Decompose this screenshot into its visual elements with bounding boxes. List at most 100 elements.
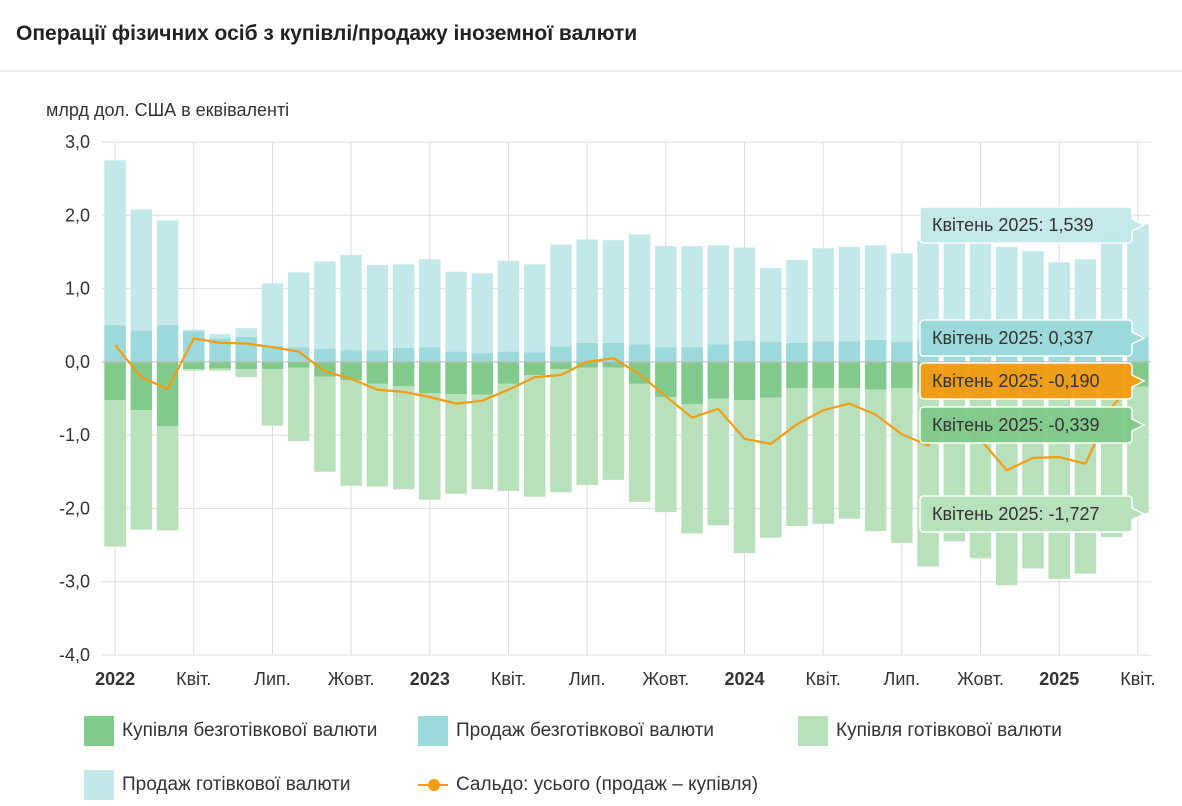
bar-buy_noncash[interactable] (550, 361, 572, 370)
bar-sell_noncash[interactable] (576, 342, 598, 362)
bar-sell_cash[interactable] (602, 240, 625, 343)
bar-buy_cash[interactable] (628, 383, 651, 502)
bar-sell_cash[interactable] (943, 238, 966, 343)
bar-sell_cash[interactable] (838, 246, 861, 342)
bar-buy_cash[interactable] (786, 388, 808, 527)
bar-sell_cash[interactable] (759, 268, 782, 343)
bar-buy_noncash[interactable] (497, 361, 520, 384)
bar-buy_noncash[interactable] (392, 361, 415, 387)
bar-buy_cash[interactable] (497, 383, 520, 491)
bar-sell_noncash[interactable] (445, 351, 467, 362)
bar-sell_noncash[interactable] (392, 347, 415, 362)
bar-sell_cash[interactable] (891, 253, 913, 343)
bar-sell_cash[interactable] (969, 243, 992, 342)
bar-buy_cash[interactable] (864, 389, 887, 532)
bar-sell_noncash[interactable] (681, 347, 703, 362)
bar-sell_noncash[interactable] (733, 340, 756, 362)
bar-sell_cash[interactable] (445, 271, 467, 352)
bar-buy_cash[interactable] (759, 397, 782, 538)
bar-sell_cash[interactable] (864, 245, 887, 340)
bar-buy_noncash[interactable] (419, 361, 441, 394)
bar-sell_noncash[interactable] (628, 344, 651, 362)
bar-buy_noncash[interactable] (602, 361, 625, 368)
bar-buy_noncash[interactable] (733, 361, 756, 400)
bar-buy_cash[interactable] (681, 404, 703, 534)
bar-sell_cash[interactable] (576, 239, 598, 343)
bar-buy_cash[interactable] (471, 394, 494, 490)
bar-buy_cash[interactable] (366, 383, 389, 487)
bar-buy_noncash[interactable] (786, 361, 808, 389)
bar-buy_noncash[interactable] (287, 361, 310, 368)
legend-item-balance[interactable]: Сальдо: усього (продаж – купівля) (418, 770, 758, 800)
bar-buy_noncash[interactable] (209, 361, 231, 369)
bar-buy_cash[interactable] (550, 369, 572, 493)
bar-sell_cash[interactable] (366, 265, 389, 351)
bar-sell_cash[interactable] (996, 246, 1018, 340)
bar-sell_cash[interactable] (471, 273, 494, 354)
legend-item-buy-noncash[interactable]: Купівля безготівкової валюти (84, 716, 377, 746)
bar-buy_noncash[interactable] (261, 361, 284, 370)
bar-sell_cash[interactable] (733, 247, 756, 341)
bar-sell_cash[interactable] (104, 160, 126, 326)
bar-buy_noncash[interactable] (340, 361, 362, 381)
bar-sell_cash[interactable] (917, 240, 939, 340)
legend-item-sell-noncash[interactable]: Продаж безготівкової валюти (418, 716, 714, 746)
bar-sell_noncash[interactable] (104, 325, 126, 362)
bar-sell_noncash[interactable] (891, 342, 913, 362)
bar-sell_cash[interactable] (340, 254, 362, 351)
bar-buy_noncash[interactable] (445, 361, 467, 395)
bar-sell_noncash[interactable] (261, 345, 284, 362)
bar-sell_cash[interactable] (1022, 251, 1044, 340)
bar-sell_cash[interactable] (314, 261, 336, 349)
bar-sell_cash[interactable] (497, 260, 520, 352)
bar-sell_noncash[interactable] (366, 350, 389, 362)
legend-item-buy-cash[interactable]: Купівля готівкової валюти (798, 716, 1062, 746)
bar-sell_cash[interactable] (392, 264, 415, 348)
bar-sell_cash[interactable] (287, 272, 310, 348)
bar-sell_noncash[interactable] (838, 341, 861, 362)
bar-buy_noncash[interactable] (655, 361, 677, 398)
bar-sell_noncash[interactable] (209, 338, 231, 362)
bar-buy_cash[interactable] (733, 399, 756, 554)
bar-sell_noncash[interactable] (156, 325, 179, 362)
bar-buy_cash[interactable] (209, 368, 231, 371)
bar-sell_cash[interactable] (183, 329, 205, 332)
bar-buy_cash[interactable] (419, 393, 441, 500)
bar-sell_cash[interactable] (235, 328, 257, 337)
bar-sell_noncash[interactable] (235, 336, 257, 362)
bar-buy_cash[interactable] (183, 369, 205, 371)
bar-buy_noncash[interactable] (759, 361, 782, 398)
bar-buy_cash[interactable] (602, 367, 625, 480)
bar-buy_cash[interactable] (104, 399, 126, 547)
bar-sell_cash[interactable] (156, 220, 179, 326)
bar-buy_noncash[interactable] (707, 361, 730, 399)
bar-sell_cash[interactable] (655, 246, 677, 348)
bar-sell_cash[interactable] (681, 246, 703, 348)
bar-sell_noncash[interactable] (602, 342, 625, 362)
bar-sell_cash[interactable] (523, 264, 546, 353)
bar-sell_noncash[interactable] (314, 348, 336, 362)
bar-buy_cash[interactable] (445, 394, 467, 494)
bar-sell_cash[interactable] (786, 259, 808, 343)
bar-buy_cash[interactable] (1127, 386, 1149, 514)
bar-buy_cash[interactable] (707, 398, 730, 526)
bar-sell_noncash[interactable] (759, 342, 782, 362)
bar-buy_noncash[interactable] (812, 361, 834, 389)
bar-sell_cash[interactable] (812, 248, 834, 342)
bar-sell_cash[interactable] (1100, 232, 1123, 340)
bar-sell_noncash[interactable] (655, 347, 677, 362)
bar-buy_cash[interactable] (392, 386, 415, 490)
bar-buy_noncash[interactable] (891, 361, 913, 389)
bar-sell_cash[interactable] (550, 244, 572, 347)
bar-buy_noncash[interactable] (838, 361, 861, 389)
bar-sell_cash[interactable] (261, 283, 284, 346)
bar-buy_cash[interactable] (261, 369, 284, 426)
bar-buy_cash[interactable] (576, 367, 598, 485)
bar-buy_cash[interactable] (314, 376, 336, 472)
bar-sell_cash[interactable] (130, 209, 153, 331)
bar-buy_noncash[interactable] (183, 361, 205, 370)
bar-sell_noncash[interactable] (471, 353, 494, 362)
bar-buy_noncash[interactable] (576, 361, 598, 368)
bar-sell_cash[interactable] (1127, 224, 1149, 338)
